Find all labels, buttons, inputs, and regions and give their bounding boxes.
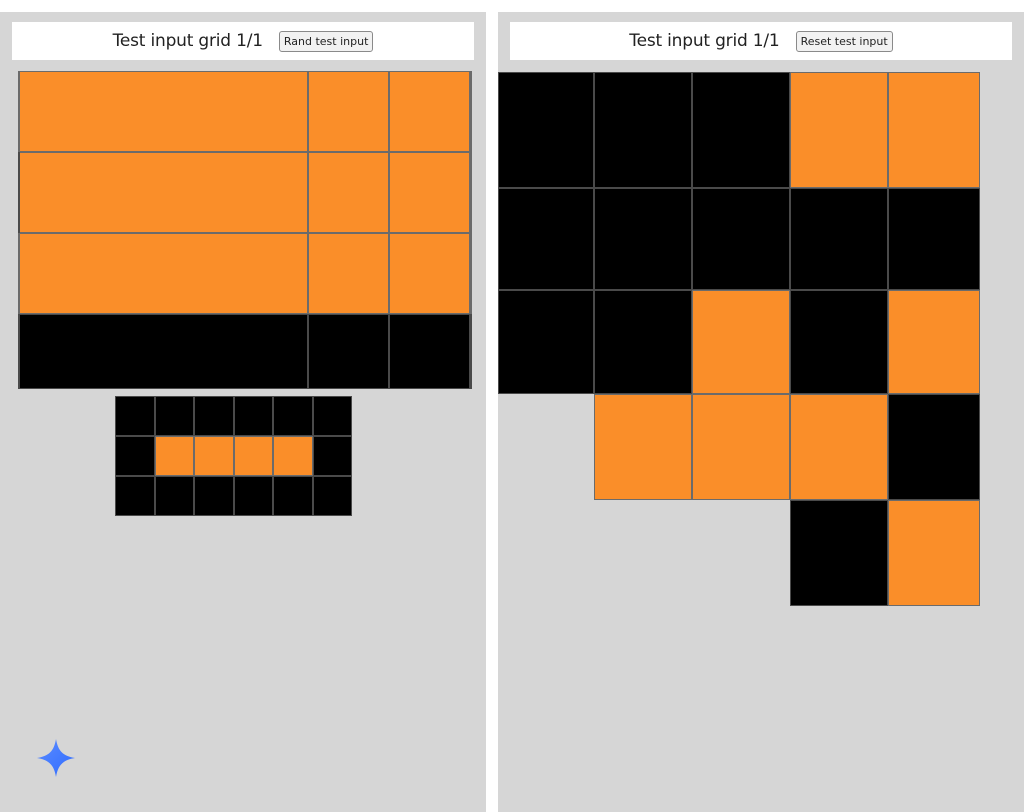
right-grid-title: Test input grid 1/1 <box>629 31 780 51</box>
grid-cell-black[interactable] <box>888 394 980 500</box>
grid-cell-black[interactable] <box>115 436 155 476</box>
grid-cell-orange[interactable] <box>888 72 980 188</box>
right-panel: Test input grid 1/1 Reset test input <box>498 12 1024 812</box>
left-grid-title: Test input grid 1/1 <box>112 31 263 51</box>
grid-cell-black[interactable] <box>313 436 352 476</box>
test-input-grid-small[interactable] <box>115 396 352 516</box>
grid-cell-black[interactable] <box>115 396 155 436</box>
grid-cell-orange[interactable] <box>389 233 470 314</box>
grid-cell-orange[interactable] <box>308 233 389 314</box>
grid-cell-black[interactable] <box>313 396 352 436</box>
grid-cell-orange[interactable] <box>389 152 470 233</box>
grid-cell-orange[interactable] <box>692 290 790 394</box>
grid-cell-orange[interactable] <box>692 394 790 500</box>
left-header: Test input grid 1/1 Rand test input <box>12 22 474 60</box>
test-input-grid-large[interactable] <box>18 71 472 389</box>
grid-cell-black[interactable] <box>470 314 472 389</box>
right-header: Test input grid 1/1 Reset test input <box>510 22 1012 60</box>
grid-cell-orange[interactable] <box>308 71 389 152</box>
grid-cell-black[interactable] <box>273 396 313 436</box>
grid-cell-black[interactable] <box>234 476 273 516</box>
grid-cell-black[interactable] <box>115 476 155 516</box>
grid-cell-black[interactable] <box>308 314 389 389</box>
grid-cell-orange[interactable] <box>234 436 273 476</box>
grid-cell-orange[interactable] <box>470 152 472 233</box>
left-test-input-button[interactable]: Rand test input <box>278 30 374 52</box>
grid-cell-black[interactable] <box>18 152 20 233</box>
grid-cell-orange[interactable] <box>888 290 980 394</box>
grid-cell-black[interactable] <box>273 476 313 516</box>
grid-cell-orange[interactable] <box>273 436 313 476</box>
grid-cell-black[interactable] <box>594 188 692 290</box>
grid-cell-black[interactable] <box>888 188 980 290</box>
sparkle-icon <box>37 739 75 777</box>
grid-cell-orange[interactable] <box>18 71 20 152</box>
grid-cell-black[interactable] <box>18 314 308 389</box>
grid-cell-black[interactable] <box>790 188 888 290</box>
grid-cell-black[interactable] <box>692 72 790 188</box>
grid-cell-orange[interactable] <box>470 71 472 152</box>
grid-cell-black[interactable] <box>18 314 20 389</box>
grid-cell-black[interactable] <box>594 72 692 188</box>
grid-cell-black[interactable] <box>234 396 273 436</box>
grid-cell-black[interactable] <box>498 290 594 394</box>
grid-cell-black[interactable] <box>790 290 888 394</box>
grid-cell-black[interactable] <box>313 476 352 516</box>
grid-cell-orange[interactable] <box>470 233 472 314</box>
grid-cell-black[interactable] <box>498 188 594 290</box>
grid-cell-orange[interactable] <box>888 500 980 606</box>
grid-cell-orange[interactable] <box>194 436 234 476</box>
grid-cell-orange[interactable] <box>594 394 692 500</box>
grid-cell-black[interactable] <box>692 188 790 290</box>
grid-cell-black[interactable] <box>790 500 888 606</box>
grid-cell-black[interactable] <box>155 396 194 436</box>
grid-cell-black[interactable] <box>194 476 234 516</box>
grid-cell-orange[interactable] <box>389 71 470 152</box>
grid-cell-orange[interactable] <box>18 233 308 314</box>
grid-cell-black[interactable] <box>594 290 692 394</box>
left-panel: Test input grid 1/1 Rand test input <box>0 12 486 812</box>
grid-cell-orange[interactable] <box>18 233 20 314</box>
reset-test-input-button[interactable]: Reset test input <box>795 30 893 52</box>
grid-cell-black[interactable] <box>155 476 194 516</box>
grid-cell-black[interactable] <box>498 72 594 188</box>
grid-cell-orange[interactable] <box>790 72 888 188</box>
grid-cell-orange[interactable] <box>18 71 308 152</box>
grid-cell-orange[interactable] <box>790 394 888 500</box>
test-input-grid-editable[interactable] <box>498 72 980 606</box>
grid-cell-black[interactable] <box>389 314 470 389</box>
grid-cell-orange[interactable] <box>155 436 194 476</box>
grid-cell-orange[interactable] <box>308 152 389 233</box>
grid-cell-black[interactable] <box>194 396 234 436</box>
grid-cell-orange[interactable] <box>18 152 308 233</box>
